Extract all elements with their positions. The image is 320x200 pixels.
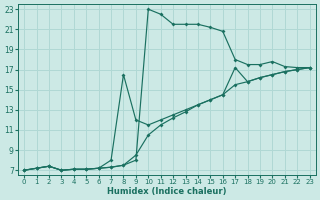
X-axis label: Humidex (Indice chaleur): Humidex (Indice chaleur) bbox=[107, 187, 227, 196]
